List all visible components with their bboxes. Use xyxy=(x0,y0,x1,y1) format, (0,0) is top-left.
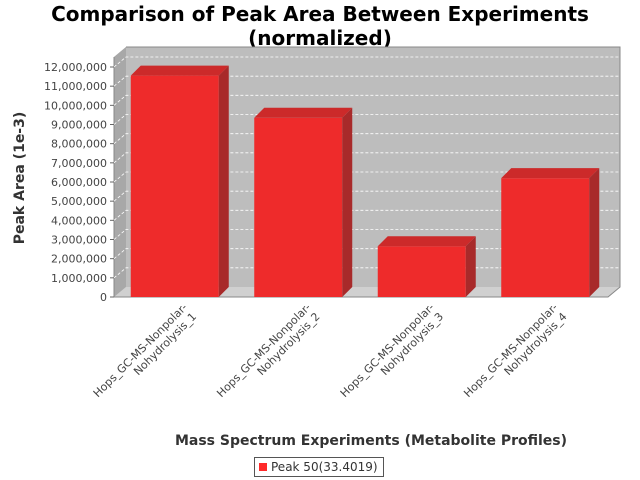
chart-title-line-2: (normalized) xyxy=(248,26,392,50)
x-tick-label-line: Hops_GC-MS-Nonpolar- xyxy=(338,301,437,400)
y-tick-label: 5,000,000 xyxy=(51,195,107,208)
gridline xyxy=(113,209,620,221)
x-axis-label: Mass Spectrum Experiments (Metabolite Pr… xyxy=(175,433,567,449)
y-tick-label: 12,000,000 xyxy=(44,61,107,74)
bar xyxy=(377,236,476,297)
x-tick-label-line: Hops_GC-MS-Nonpolar- xyxy=(214,301,313,400)
y-tick-label: 3,000,000 xyxy=(51,234,107,247)
y-tick-label: 8,000,000 xyxy=(51,138,107,151)
gridline xyxy=(113,94,620,106)
y-tick-label: 9,000,000 xyxy=(51,119,107,132)
bar-top xyxy=(130,65,229,76)
plot-border xyxy=(113,46,621,298)
y-tick-label: 10,000,000 xyxy=(44,99,107,112)
x-axis-ticks: Hops_GC-MS-Nonpolar-Nohydrolysis_1 Hops_G… xyxy=(91,301,570,409)
gridlines xyxy=(113,56,620,279)
bar xyxy=(501,168,600,297)
y-tick-label: 0 xyxy=(100,291,107,304)
y-tick-label: 1,000,000 xyxy=(51,272,107,285)
bar-side xyxy=(589,168,600,297)
x-tick-label-line: Hops_GC-MS-Nonpolar- xyxy=(461,301,560,400)
bar-side xyxy=(218,65,229,297)
bars xyxy=(130,65,600,298)
gridline xyxy=(113,56,620,68)
y-axis-ticks: 0 1,000,000 2,000,000 3,000,000 4,000,000 5,0… xyxy=(44,61,114,304)
gridline xyxy=(113,171,620,183)
y-tick-label: 4,000,000 xyxy=(51,214,107,227)
legend-label: Peak 50(33.4019) xyxy=(271,460,378,474)
chart-title: Comparison of Peak Area Between Experime… xyxy=(0,2,640,50)
bar-side xyxy=(342,107,353,298)
bar-front xyxy=(254,117,343,298)
y-tick-label: 7,000,000 xyxy=(51,157,107,170)
legend-swatch xyxy=(259,463,267,471)
legend: Peak 50(33.4019) xyxy=(254,457,384,477)
y-tick-label: 6,000,000 xyxy=(51,176,107,189)
gridline xyxy=(113,133,620,144)
gridline xyxy=(113,248,620,259)
gridline xyxy=(113,75,620,87)
y-axis-label: Peak Area (1e-3) xyxy=(12,112,28,245)
gridline xyxy=(113,229,620,240)
bar-top xyxy=(501,168,600,179)
y-tick-label: 2,000,000 xyxy=(51,253,107,266)
plot-left-wall xyxy=(114,47,126,297)
bar-front xyxy=(130,75,219,297)
x-tick-label: Hops_GC-MS-Nonpolar-Nohydrolysis_3 xyxy=(338,301,446,409)
bar-top xyxy=(377,236,476,247)
gridline xyxy=(113,114,620,125)
gridline xyxy=(113,152,620,164)
bar-top xyxy=(254,107,353,118)
plot-floor xyxy=(114,287,620,297)
bar xyxy=(254,107,353,298)
y-tick-label: 11,000,000 xyxy=(44,80,107,93)
bar xyxy=(130,65,229,297)
x-tick-label: Hops_GC-MS-Nonpolar-Nohydrolysis_1 xyxy=(91,301,199,409)
gridline xyxy=(113,190,620,202)
x-tick-label: Hops_GC-MS-Nonpolar-Nohydrolysis_4 xyxy=(461,301,569,409)
x-tick-label-line: Hops_GC-MS-Nonpolar- xyxy=(91,301,190,400)
bar-side xyxy=(465,236,476,297)
bar-front xyxy=(501,178,590,297)
bar-front xyxy=(377,246,466,297)
chart-title-line-1: Comparison of Peak Area Between Experime… xyxy=(51,2,589,26)
x-tick-label: Hops_GC-MS-Nonpolar-Nohydrolysis_2 xyxy=(214,301,322,409)
gridline xyxy=(113,267,620,279)
